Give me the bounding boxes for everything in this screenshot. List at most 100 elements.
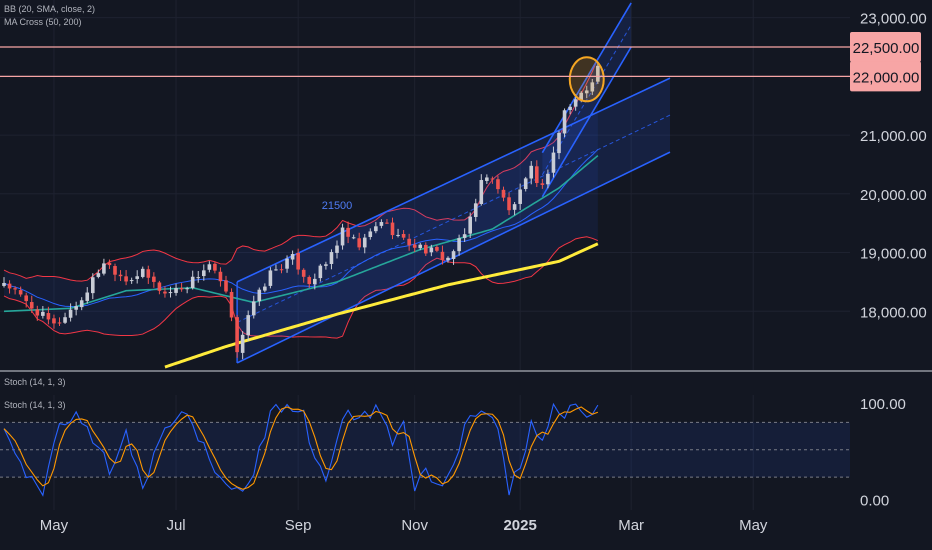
candle-body (590, 82, 595, 92)
candle-body (124, 276, 128, 282)
stoch-axis-tick: 0.00 (860, 492, 889, 509)
candle-body (235, 317, 239, 353)
candle-body (196, 277, 201, 279)
candle-body (102, 263, 106, 274)
bb-legend[interactable]: BB (20, SMA, close, 2) (4, 4, 96, 14)
price-level-label: 22,500.00 (853, 40, 920, 57)
candle-body (7, 283, 12, 289)
time-axis-label: Nov (401, 517, 428, 534)
price-level-label: 22,000.00 (853, 69, 920, 86)
bb-basis (3, 149, 599, 308)
candle-body (41, 311, 45, 316)
candle-body (401, 233, 406, 238)
annotation-21500: 21500 (322, 200, 353, 212)
candle-body (224, 280, 228, 292)
candle-body (446, 257, 450, 261)
bb-fill (4, 58, 598, 339)
candle-body (85, 292, 90, 301)
candle-body (479, 180, 484, 205)
candle-body (168, 292, 173, 294)
candle-body (52, 318, 56, 324)
candle-body (451, 251, 456, 259)
candle-body (390, 222, 395, 236)
price-axis-tick: 23,000.00 (860, 11, 927, 28)
candle-body (362, 237, 367, 248)
candle-body (551, 152, 556, 173)
candle-body (518, 189, 522, 204)
candle-body (457, 238, 461, 252)
candle-body (529, 165, 534, 179)
candle-body (229, 291, 234, 318)
candle-body (274, 269, 278, 271)
candle-body (140, 268, 145, 277)
candle-body (179, 288, 184, 290)
highlight-circle (568, 56, 605, 103)
candle-body (96, 273, 101, 277)
candle-body (568, 106, 572, 110)
candle-body (573, 99, 578, 107)
price-axis-tick: 21,000.00 (860, 128, 927, 145)
candle-body (512, 204, 517, 210)
main-channel-fill (237, 78, 670, 363)
candle-body (385, 222, 389, 224)
ma-cross-legend[interactable]: MA Cross (50, 200) (4, 17, 82, 27)
candle-body (507, 197, 511, 211)
stoch-legend-top[interactable]: Stoch (14, 1, 3) (4, 377, 66, 387)
candle-body (190, 276, 195, 288)
candle-body (523, 178, 528, 189)
candle-body (129, 280, 134, 282)
candle-body (63, 317, 67, 323)
main-channel-midline (236, 114, 671, 323)
candle-body (279, 269, 284, 271)
candle-body (213, 263, 217, 271)
candle-body (357, 238, 361, 248)
candle-body (18, 290, 23, 295)
candle-body (468, 216, 472, 234)
candle-body (263, 286, 267, 291)
candle-body (318, 265, 323, 279)
steep-channel-line (541, 2, 632, 154)
candle-body (329, 252, 334, 264)
candle-body (24, 295, 28, 302)
price-axis-tick: 19,000.00 (860, 246, 927, 263)
candle-body (546, 173, 550, 185)
candle-body (429, 247, 434, 253)
candle-body (335, 245, 339, 253)
candle-body (174, 288, 178, 293)
price-level-label-bg (850, 31, 921, 62)
candle-body (424, 244, 428, 254)
candle-body (407, 238, 411, 246)
candle-body (246, 315, 250, 336)
candle-body (473, 203, 478, 217)
candle-body (118, 274, 123, 277)
time-axis-label: Mar (618, 517, 644, 534)
candle-body (285, 258, 289, 269)
main-channel-line (236, 77, 671, 283)
candle-body (240, 334, 245, 353)
candle-body (307, 277, 312, 285)
candle-body (562, 110, 567, 134)
stoch-legend[interactable]: Stoch (14, 1, 3) (4, 400, 66, 410)
candle-body (440, 251, 445, 260)
candle-body (74, 306, 78, 310)
stoch-k-line (3, 402, 599, 497)
stoch-d-line (3, 406, 599, 490)
candle-body (485, 177, 489, 181)
candle-body (46, 313, 51, 320)
candle-body (540, 183, 545, 185)
candle-body (79, 300, 84, 308)
candle-body (2, 282, 6, 286)
candle-body (324, 264, 328, 266)
candle-body (68, 309, 73, 318)
candle-body (435, 246, 439, 251)
candle-body (251, 301, 256, 316)
steep-channel-line (541, 46, 632, 198)
candle-body (501, 189, 506, 198)
bb-lower-band (3, 236, 599, 339)
time-axis-label: May (40, 517, 69, 534)
candle-body (290, 254, 295, 260)
time-axis-label: 2025 (503, 517, 536, 534)
time-axis-label: Jul (166, 517, 185, 534)
